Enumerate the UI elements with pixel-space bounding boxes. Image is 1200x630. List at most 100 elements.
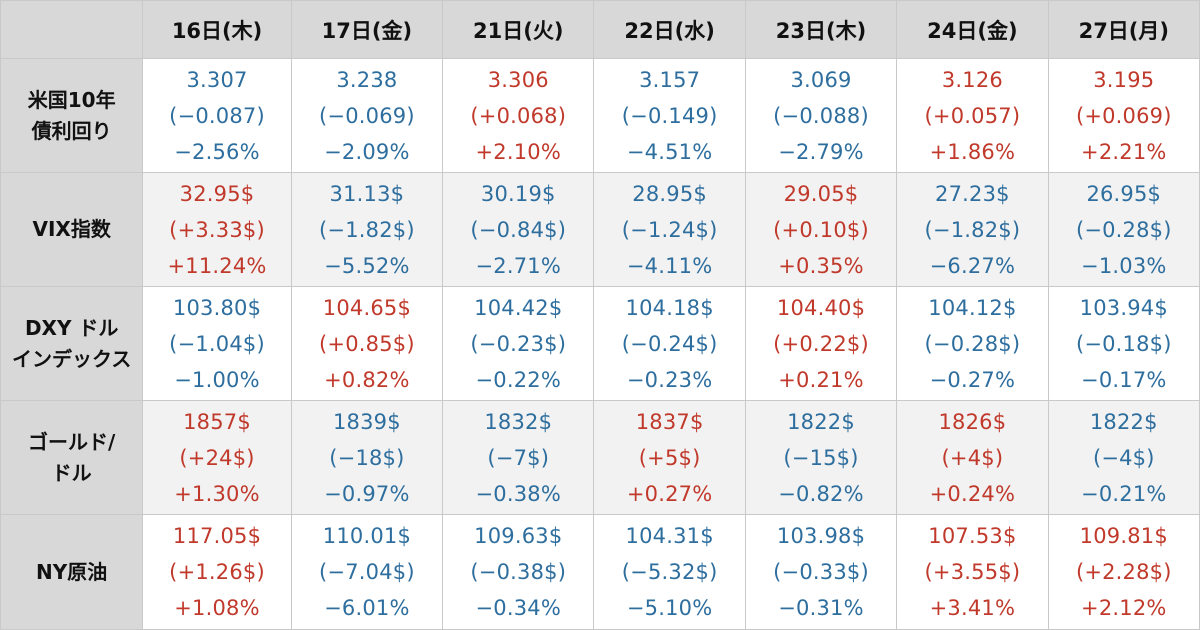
- data-cell: 1839$ (−18$) −0.97%: [290, 400, 444, 515]
- cell-percent: −0.38%: [475, 481, 562, 506]
- cell-percent: −0.82%: [778, 481, 864, 506]
- cell-change: (+0.069): [1075, 103, 1172, 128]
- corner-cell: [0, 0, 144, 59]
- cell-percent: −0.97%: [324, 481, 410, 506]
- data-cell: 107.53$ (+3.55$) +3.41%: [896, 514, 1049, 630]
- cell-change: (+0.10$): [773, 217, 869, 242]
- cell-percent: +11.24%: [167, 253, 267, 278]
- data-cell: 3.306 (+0.068) +2.10%: [442, 58, 595, 173]
- table-row: 米国10年 債利回り 3.307 (−0.087) −2.56% 3.238 (−0.069…: [0, 58, 1200, 173]
- data-cell: 27.23$ (−1.82$) −6.27%: [896, 172, 1049, 287]
- table-row: VIX指数 32.95$ (+3.33$) +11.24% 31.13$ (−1.82$)…: [0, 172, 1200, 287]
- cell-change: (−0.149): [621, 103, 718, 128]
- data-cell: 29.05$ (+0.10$) +0.35%: [744, 172, 898, 287]
- table-row: DXY ドル インデックス 103.80$ (−1.04$) −1.00% 104.65$…: [0, 286, 1200, 401]
- cell-change: (−0.087): [169, 103, 265, 128]
- cell-change: (−0.23$): [470, 331, 567, 356]
- cell-value: 3.306: [487, 67, 549, 92]
- data-cell: 104.65$ (+0.85$) +0.82%: [290, 286, 444, 401]
- data-cell: 3.069 (−0.088) −2.79%: [744, 58, 898, 173]
- cell-value: 3.157: [639, 67, 701, 92]
- cell-percent: −1.00%: [174, 367, 260, 392]
- cell-percent: −0.31%: [778, 596, 864, 620]
- cell-value: 32.95$: [179, 181, 255, 206]
- cell-percent: −0.22%: [475, 367, 562, 392]
- cell-percent: +3.41%: [929, 596, 1016, 620]
- cell-change: (−0.088): [773, 103, 869, 128]
- day-header: 21日(火): [442, 0, 595, 59]
- data-cell: 104.40$ (+0.22$) +0.21%: [744, 286, 898, 401]
- row-label: DXY ドル インデックス: [0, 286, 144, 401]
- data-cell: 104.12$ (−0.28$) −0.27%: [896, 286, 1049, 401]
- cell-value: 109.81$: [1079, 524, 1168, 548]
- cell-value: 1857$: [183, 409, 251, 434]
- cell-value: 104.40$: [776, 295, 866, 320]
- data-cell: 104.42$ (−0.23$) −0.22%: [442, 286, 595, 401]
- cell-change: (−0.38$): [470, 560, 567, 584]
- data-cell: 30.19$ (−0.84$) −2.71%: [442, 172, 595, 287]
- row-label-line: VIX指数: [32, 217, 111, 241]
- cell-percent: −6.01%: [324, 596, 410, 620]
- data-cell: 110.01$ (−7.04$) −6.01%: [290, 514, 444, 630]
- cell-value: 31.13$: [329, 181, 405, 206]
- row-label-line: NY原油: [36, 559, 108, 584]
- cell-percent: −0.17%: [1081, 367, 1167, 392]
- data-cell: 1857$ (+24$) +1.30%: [142, 400, 292, 515]
- cell-value: 117.05$: [172, 524, 262, 548]
- data-cell: 1822$ (−4$) −0.21%: [1047, 400, 1200, 515]
- data-cell: 1826$ (+4$) +0.24%: [896, 400, 1049, 515]
- cell-change: (−15$): [783, 445, 859, 470]
- row-label-line: インデックス: [11, 346, 132, 371]
- cell-value: 28.95$: [632, 181, 707, 206]
- cell-percent: −4.11%: [626, 253, 713, 278]
- row-label-line: DXY ドル: [24, 315, 119, 340]
- cell-percent: +0.82%: [324, 367, 410, 392]
- cell-percent: −5.10%: [626, 596, 713, 620]
- cell-percent: +1.86%: [929, 139, 1016, 164]
- cell-change: (−7$): [487, 445, 550, 470]
- cell-value: 27.23$: [935, 181, 1010, 206]
- row-label: NY原油: [0, 514, 144, 630]
- cell-change: (−1.82$): [924, 217, 1021, 242]
- cell-value: 1826$: [938, 409, 1007, 434]
- cell-value: 3.307: [186, 67, 248, 92]
- cell-value: 103.98$: [776, 524, 866, 548]
- cell-percent: +2.21%: [1081, 139, 1167, 164]
- cell-value: 104.42$: [474, 295, 563, 320]
- cell-value: 3.126: [941, 67, 1003, 92]
- cell-percent: −2.09%: [324, 139, 410, 164]
- cell-value: 1832$: [484, 409, 553, 434]
- cell-value: 3.238: [336, 67, 398, 92]
- cell-value: 29.05$: [783, 181, 859, 206]
- cell-value: 30.19$: [480, 181, 556, 206]
- cell-percent: −5.52%: [324, 253, 410, 278]
- data-cell: 117.05$ (+1.26$) +1.08%: [142, 514, 292, 630]
- day-header: 27日(月): [1047, 0, 1200, 59]
- cell-percent: +0.24%: [929, 481, 1016, 506]
- day-header: 16日(木): [142, 0, 292, 59]
- cell-change: (−0.28$): [924, 331, 1021, 356]
- data-cell: 3.307 (−0.087) −2.56%: [142, 58, 292, 173]
- data-cell: 103.94$ (−0.18$) −0.17%: [1047, 286, 1200, 401]
- data-cell: 1832$ (−7$) −0.38%: [442, 400, 595, 515]
- row-label: ゴールド/ドル: [0, 400, 144, 515]
- data-cell: 26.95$ (−0.28$) −1.03%: [1047, 172, 1200, 287]
- table-row: ゴールド/ドル 1857$ (+24$) +1.30% 1839$ (−18$) −0.97…: [0, 400, 1200, 515]
- cell-percent: −2.56%: [174, 139, 260, 164]
- cell-percent: +1.30%: [174, 481, 260, 506]
- row-label-line: 米国10年: [27, 87, 116, 112]
- cell-change: (+4$): [941, 445, 1004, 470]
- cell-value: 109.63$: [474, 524, 563, 548]
- cell-percent: −0.34%: [475, 596, 562, 620]
- cell-percent: −1.03%: [1081, 253, 1167, 278]
- data-cell: 32.95$ (+3.33$) +11.24%: [142, 172, 292, 287]
- cell-value: 1837$: [635, 409, 704, 434]
- cell-change: (−1.24$): [621, 217, 718, 242]
- cell-change: (+0.22$): [773, 331, 869, 356]
- data-cell: 28.95$ (−1.24$) −4.11%: [593, 172, 746, 287]
- cell-value: 110.01$: [322, 524, 412, 548]
- day-header: 23日(木): [744, 0, 898, 59]
- cell-value: 104.18$: [625, 295, 714, 320]
- data-cell: 104.31$ (−5.32$) −5.10%: [593, 514, 746, 630]
